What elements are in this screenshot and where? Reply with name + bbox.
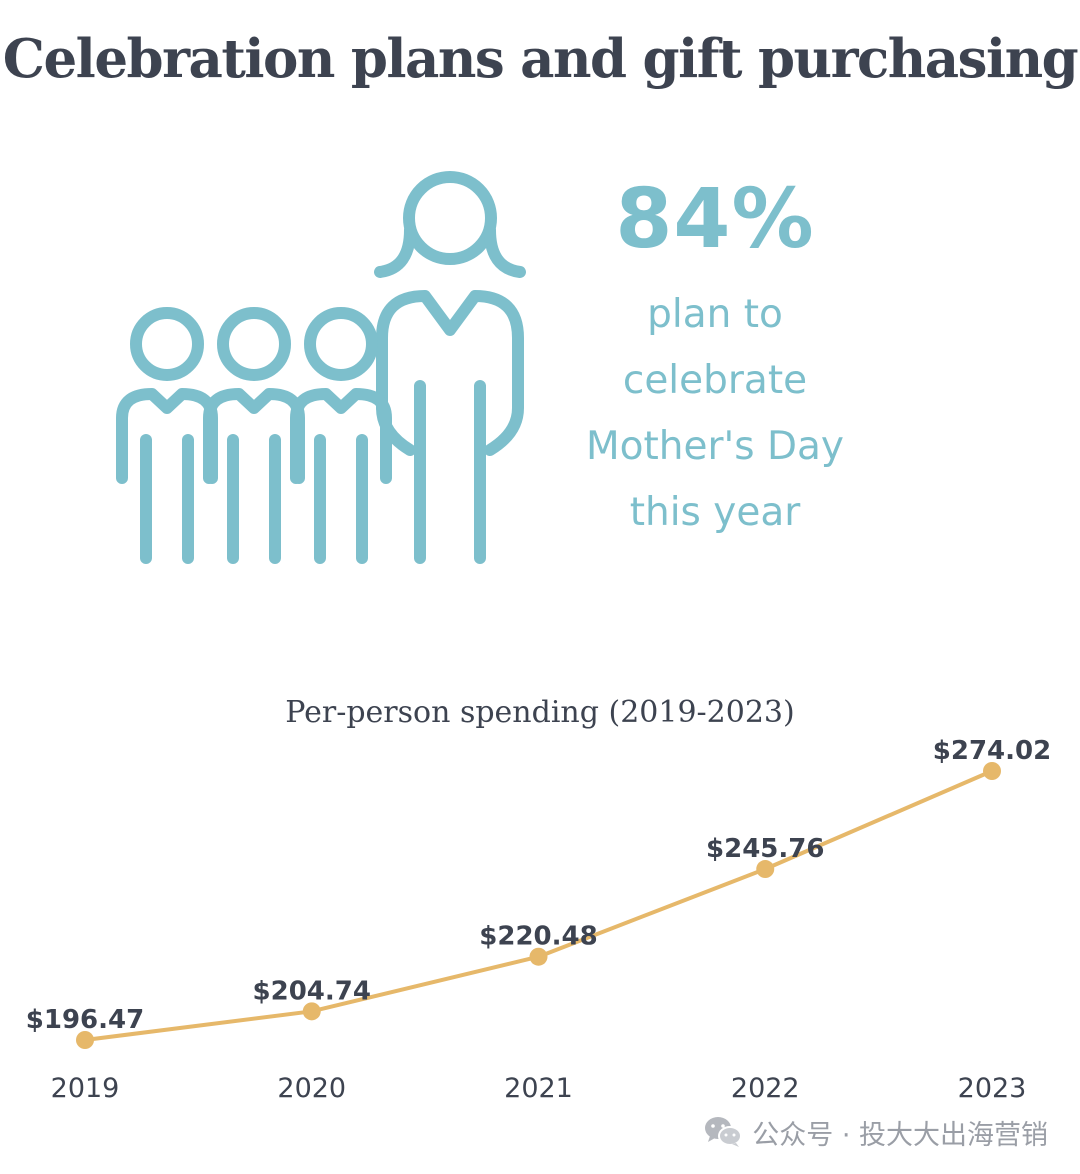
- stat-caption-line: plan to: [647, 292, 783, 337]
- x-tick-label: 2019: [51, 1073, 120, 1104]
- stat-caption-line: celebrate: [622, 358, 808, 403]
- x-tick-label: 2022: [731, 1073, 800, 1104]
- data-label: $204.74: [253, 976, 371, 1006]
- stat-caption: plan to celebrate Mother's Day this year: [560, 282, 870, 546]
- watermark: 公众号 · 投大大出海营销: [704, 1112, 1048, 1152]
- stat-caption-line: this year: [629, 490, 801, 535]
- data-point: [302, 1002, 321, 1021]
- data-label: $196.47: [26, 1005, 144, 1035]
- data-point: [756, 860, 775, 879]
- stat-block: 84% plan to celebrate Mother's Day this …: [560, 170, 870, 546]
- line-chart: $196.47 $204.74 $220.48 $245.76 $274.02 2019…: [26, 736, 1051, 1104]
- stat-value: 84%: [615, 172, 815, 267]
- watermark-text: 公众号 · 投大大出海营销: [752, 1119, 1048, 1151]
- data-point: [529, 947, 548, 966]
- family-icon: [116, 171, 526, 564]
- x-tick-label: 2020: [277, 1073, 346, 1104]
- stat-caption-line: Mother's Day: [586, 424, 844, 469]
- data-label: $245.76: [706, 834, 824, 864]
- wechat-icon: [705, 1117, 743, 1147]
- x-tick-label: 2023: [958, 1073, 1027, 1104]
- data-point: [76, 1031, 94, 1049]
- data-label: $220.48: [479, 922, 597, 952]
- page-title: Celebration plans and gift purchasing: [2, 28, 1079, 90]
- series-line: [84, 769, 993, 1042]
- x-tick-label: 2021: [504, 1073, 573, 1104]
- chart-title: Per-person spending (2019-2023): [285, 695, 795, 730]
- data-point: [983, 762, 1001, 780]
- data-label: $274.02: [933, 736, 1051, 766]
